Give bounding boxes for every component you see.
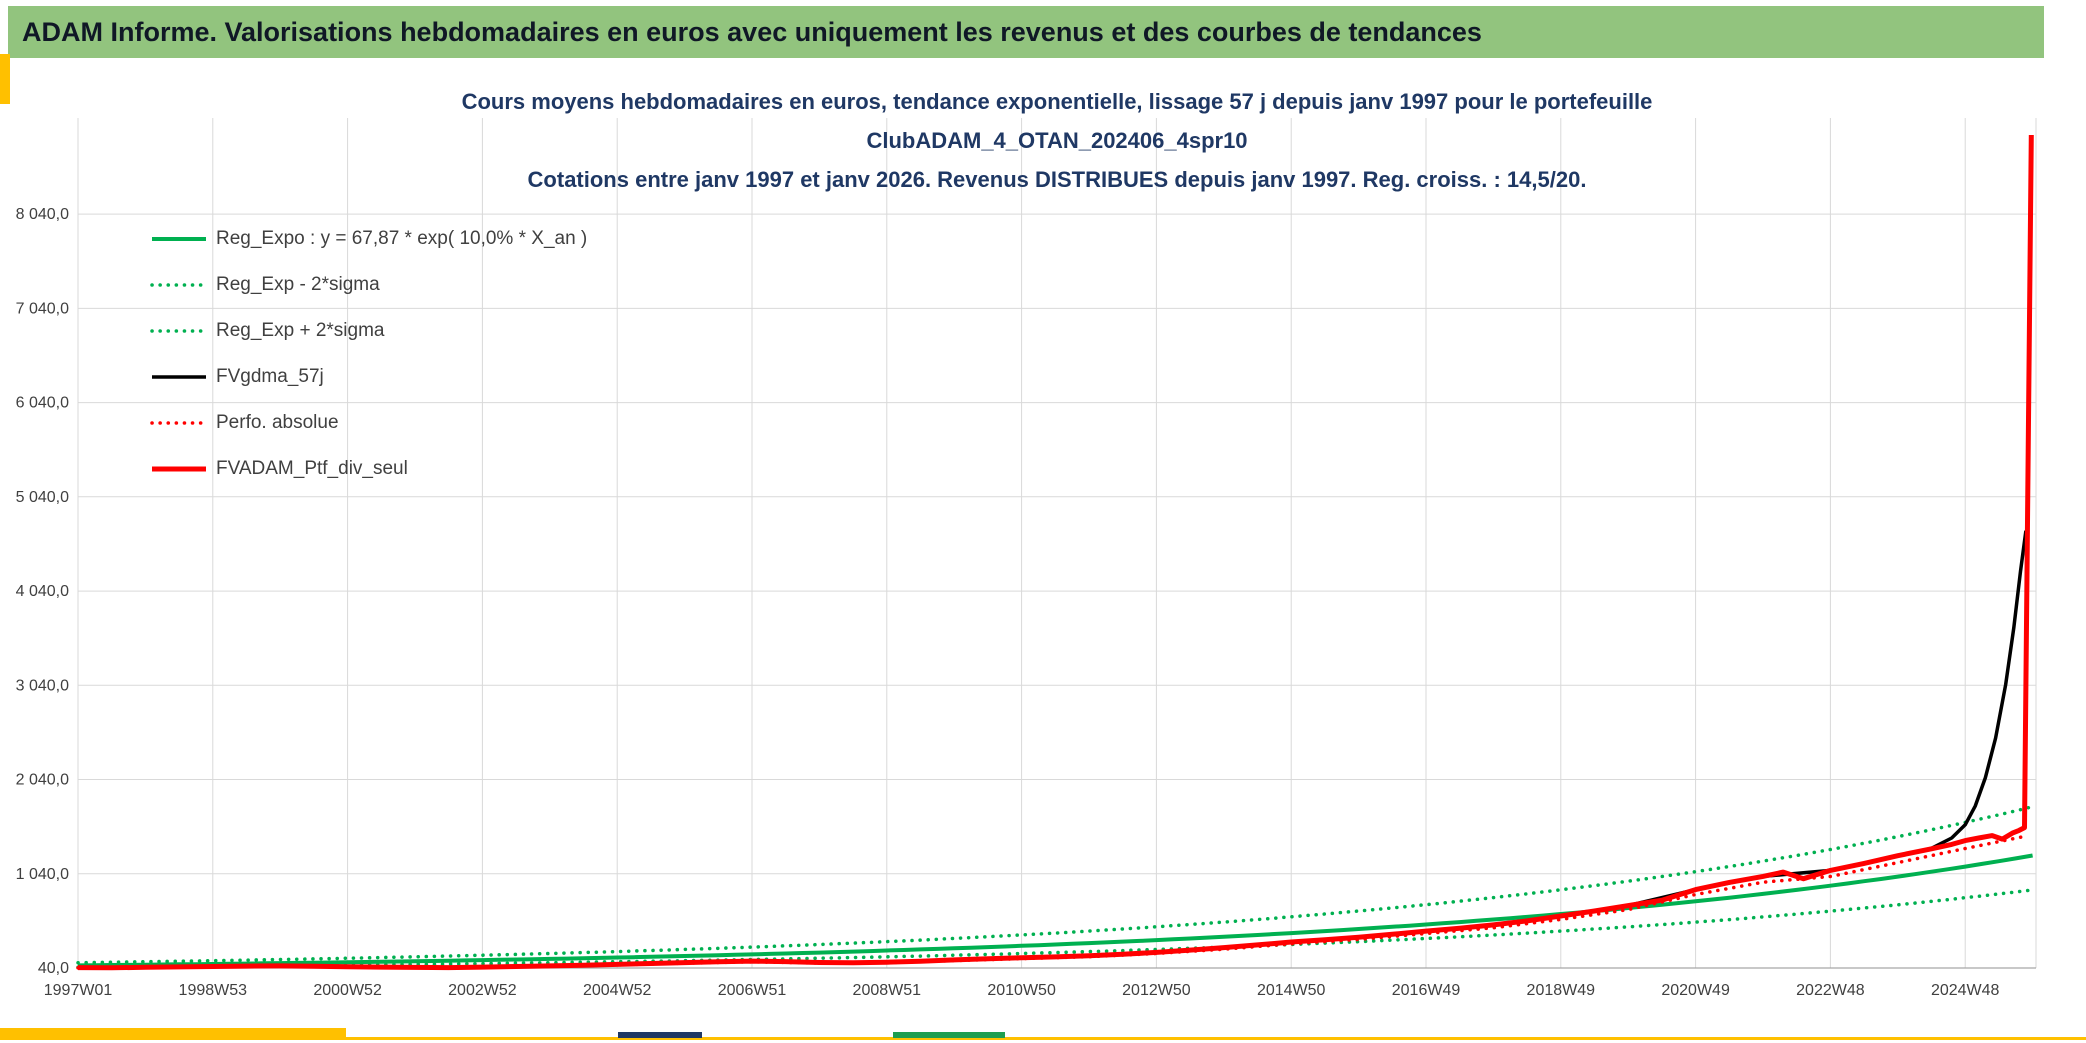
legend-swatch-solid: [152, 237, 206, 241]
y-tick-label: 5 040,0: [16, 489, 69, 506]
y-tick-label: 2 040,0: [16, 772, 69, 789]
chart-title: Cours moyens hebdomadaires en euros, ten…: [78, 82, 2036, 199]
y-tick-label: 6 040,0: [16, 395, 69, 412]
x-tick-label: 2008W51: [853, 982, 922, 999]
chart-legend: Reg_Expo : y = 67,87 * exp( 10,0% * X_an…: [150, 216, 587, 492]
x-tick-label: 2024W48: [1931, 982, 2000, 999]
legend-item: Reg_Exp - 2*sigma: [150, 262, 587, 308]
chart-title-line3: Cotations entre janv 1997 et janv 2026. …: [527, 167, 1587, 192]
legend-item: FVADAM_Ptf_div_seul: [150, 446, 587, 492]
legend-label: Reg_Expo : y = 67,87 * exp( 10,0% * X_an…: [216, 228, 588, 249]
bottom-accent-line: [0, 1037, 2086, 1040]
x-tick-label: 1997W01: [44, 982, 113, 999]
series-line-4: [77, 530, 2028, 970]
legend-label: Reg_Exp - 2*sigma: [216, 274, 380, 295]
report-banner-title: ADAM Informe. Valorisations hebdomadaire…: [22, 16, 1482, 47]
legend-swatch-solid: [152, 375, 206, 379]
legend-label: FVgdma_57j: [216, 366, 324, 387]
bottom-accent-bar: [0, 1028, 346, 1037]
legend-item: Reg_Exp + 2*sigma: [150, 308, 587, 354]
x-tick-label: 2016W49: [1392, 982, 1461, 999]
legend-item: Reg_Expo : y = 67,87 * exp( 10,0% * X_an…: [150, 216, 587, 262]
x-tick-label: 1998W53: [179, 982, 248, 999]
legend-swatch-solid: [152, 466, 206, 472]
series-line-6: [77, 134, 2034, 971]
y-tick-label: 40,0: [38, 960, 69, 977]
legend-swatch-dotted: [150, 283, 208, 287]
x-tick-label: 2006W51: [718, 982, 787, 999]
gridlines: [77, 118, 2037, 969]
axis-labels: 40,0 1 040,0 2 040,0 3 040,0 4 040,0 5 040,0 6…: [16, 206, 2000, 999]
series-line-3: [76, 804, 2035, 965]
x-tick-label: 2022W48: [1796, 982, 1865, 999]
x-tick-label: 2012W50: [1122, 982, 1191, 999]
bottom-navy-mark: [618, 1032, 702, 1038]
legend-item: Perfo. absolue: [150, 400, 587, 446]
legend-swatch-dotted: [150, 421, 208, 425]
x-tick-label: 2020W49: [1661, 982, 1730, 999]
y-tick-label: 4 040,0: [16, 583, 69, 600]
legend-label: Perfo. absolue: [216, 412, 339, 433]
x-tick-label: 2004W52: [583, 982, 652, 999]
legend-swatch-dotted: [150, 329, 208, 333]
report-banner: ADAM Informe. Valorisations hebdomadaire…: [8, 6, 2044, 58]
series-line-5: [76, 834, 2028, 970]
y-tick-label: 3 040,0: [16, 677, 69, 694]
y-tick-label: 8 040,0: [16, 206, 69, 223]
legend-label: Reg_Exp + 2*sigma: [216, 320, 385, 341]
chart-title-line1: Cours moyens hebdomadaires en euros, ten…: [461, 89, 1653, 114]
x-tick-label: 2010W50: [987, 982, 1056, 999]
series-line-1: [77, 853, 2033, 968]
left-accent-bar: [0, 54, 10, 104]
x-tick-label: 2018W49: [1527, 982, 1596, 999]
x-tick-label: 2002W52: [448, 982, 517, 999]
y-tick-label: 7 040,0: [16, 300, 69, 317]
legend-item: FVgdma_57j: [150, 354, 587, 400]
y-tick-label: 1 040,0: [16, 866, 69, 883]
series-line-2: [76, 888, 2035, 970]
x-tick-label: 2000W52: [313, 982, 382, 999]
chart-title-line2: ClubADAM_4_OTAN_202406_4spr10: [866, 128, 1248, 153]
bottom-green-mark: [893, 1032, 1005, 1038]
x-tick-label: 2014W50: [1257, 982, 1326, 999]
legend-label: FVADAM_Ptf_div_seul: [216, 458, 408, 479]
